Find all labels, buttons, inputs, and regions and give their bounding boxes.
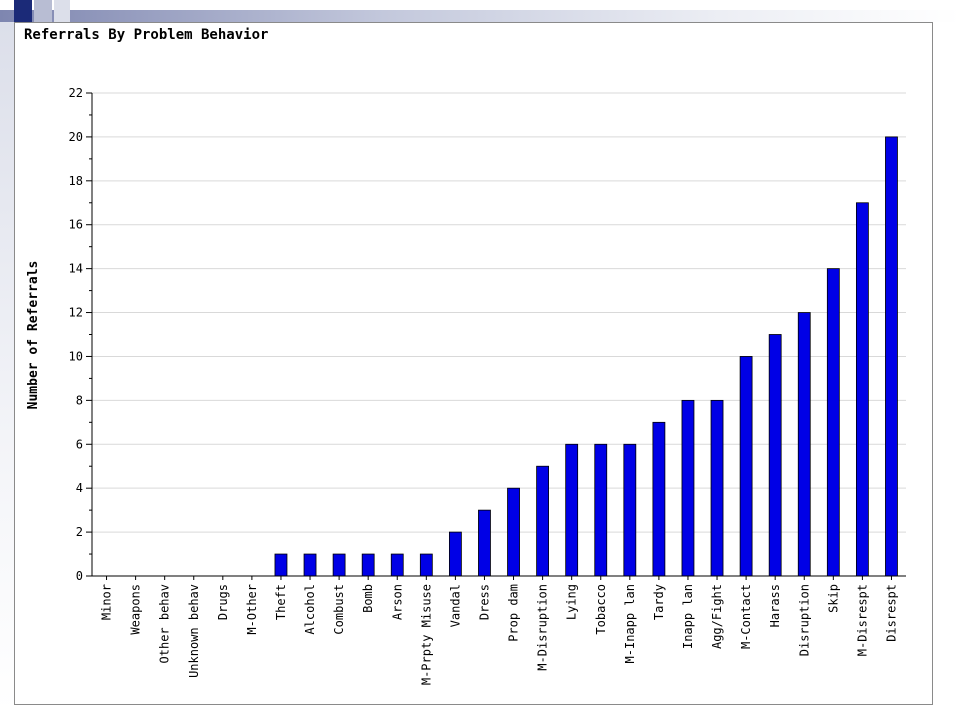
y-tick-label: 14 (69, 262, 83, 276)
x-tick-label: Vandal (448, 584, 462, 627)
bar (536, 465, 550, 577)
bar (478, 509, 491, 577)
x-tick-label: Harass (768, 584, 782, 627)
bar (710, 399, 724, 577)
bar (303, 553, 317, 577)
bar (681, 399, 695, 577)
y-tick-label: 18 (69, 174, 83, 188)
bar (768, 334, 782, 577)
gridlines (92, 92, 906, 533)
bar (623, 443, 637, 577)
y-tick-label: 20 (69, 130, 83, 144)
x-tick-label: Inapp lan (681, 584, 695, 649)
slide-deco-square-light (54, 0, 70, 22)
bars (274, 136, 898, 577)
y-tick-label: 4 (76, 481, 83, 495)
x-tick-label: Lying (565, 584, 579, 620)
x-tick-label: M-Other (245, 584, 259, 635)
bar (507, 487, 520, 577)
x-tick-label: Dress (477, 584, 491, 620)
bar (361, 553, 375, 577)
y-axis-label: Number of Referrals (26, 261, 41, 410)
x-tick-label: M-Disrespt (855, 584, 869, 656)
y-tick-label: 22 (69, 86, 83, 100)
y-tick-label: 0 (76, 569, 83, 583)
x-tick-label: Drugs (216, 584, 230, 620)
bar (448, 531, 462, 577)
y-axis: 0 2 4 6 8 10 12 14 16 18 20 22 (69, 86, 93, 583)
x-tick-label: Tobacco (594, 584, 608, 635)
x-tick-label: Disrespt (884, 584, 898, 642)
x-tick-label: Agg/Fight (710, 584, 724, 649)
bar (797, 312, 811, 577)
x-tick-label: Skip (826, 584, 840, 613)
slide-left-strip (0, 22, 14, 712)
bar (332, 553, 346, 577)
y-tick-label: 16 (69, 218, 83, 232)
x-tick-label: M-Disruption (536, 584, 550, 671)
slide-deco-square-dark (14, 0, 32, 22)
x-tick-label: M-Prpty Misuse (419, 584, 433, 685)
x-tick-label: Theft (274, 584, 288, 620)
bar (652, 421, 666, 577)
x-tick-label: Arson (390, 584, 404, 620)
x-tick-label: Minor (100, 584, 114, 620)
y-tick-label: 8 (76, 393, 83, 407)
x-tick-label: Alcohol (303, 584, 317, 635)
bar (855, 202, 869, 577)
bar (826, 268, 840, 577)
y-tick-label: 12 (69, 306, 83, 320)
slide-header-bar (0, 10, 960, 22)
bar (274, 553, 288, 577)
bar (419, 553, 433, 577)
bar (594, 443, 608, 577)
bar (565, 443, 579, 577)
bar (885, 136, 898, 577)
x-tick-label: Other behav (158, 584, 172, 663)
x-tick-label: Weapons (129, 584, 143, 635)
x-tick-label: Prop dam (507, 584, 521, 642)
y-tick-label: 10 (69, 349, 83, 363)
bar (390, 553, 404, 577)
x-tick-label: M-Inapp lan (623, 584, 637, 663)
x-tick-label: Tardy (652, 584, 666, 620)
y-tick-label: 6 (76, 437, 83, 451)
x-tick-label: Unknown behav (187, 584, 201, 678)
x-axis: Minor Weapons Other behav Unknown behav Drug… (92, 575, 906, 685)
bar (739, 356, 753, 577)
x-tick-label: M-Contact (739, 584, 753, 649)
chart-title: Referrals By Problem Behavior (24, 27, 269, 43)
x-tick-label: Disruption (797, 584, 811, 656)
x-tick-label: Bomb (361, 584, 375, 613)
slide-deco-square-mid (34, 0, 52, 22)
y-tick-label: 2 (76, 525, 83, 539)
x-tick-label: Combust (332, 584, 346, 635)
